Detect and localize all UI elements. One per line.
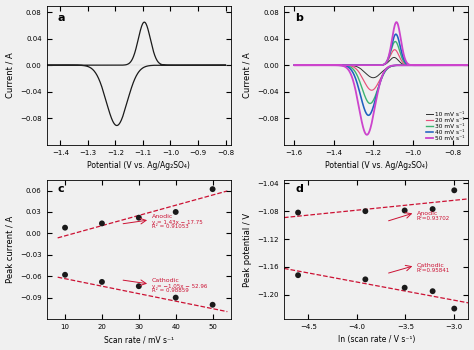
20 mV s⁻¹ [300, 63, 306, 67]
20 mV s⁻¹ [419, 63, 425, 67]
40 mV s⁻¹ [300, 63, 306, 67]
Point [61, 272, 69, 278]
Y-axis label: Peak current / A: Peak current / A [6, 216, 15, 283]
40 mV s⁻¹ [365, 113, 371, 117]
20 mV s⁻¹ [314, 63, 319, 67]
Point [135, 215, 143, 220]
50 mV s⁻¹ [407, 63, 412, 67]
Point [362, 276, 369, 282]
10 mV s⁻¹ [307, 63, 313, 67]
10 mV s⁻¹ [300, 63, 306, 67]
50 mV s⁻¹ [465, 63, 471, 67]
40 mV s⁻¹ [314, 63, 319, 67]
40 mV s⁻¹ [393, 32, 399, 36]
Point [98, 220, 106, 226]
30 mV s⁻¹ [419, 63, 425, 67]
Text: R²=0.95841: R²=0.95841 [417, 268, 450, 273]
Point [450, 306, 458, 312]
50 mV s⁻¹ [364, 133, 370, 137]
20 mV s⁻¹ [347, 64, 353, 68]
Text: a: a [58, 13, 65, 22]
Point [209, 302, 217, 308]
X-axis label: Scan rate / mV s⁻¹: Scan rate / mV s⁻¹ [104, 335, 174, 344]
30 mV s⁻¹ [307, 63, 313, 67]
Point [172, 295, 180, 300]
20 mV s⁻¹ [465, 63, 471, 67]
Text: Anodic: Anodic [417, 211, 438, 216]
40 mV s⁻¹ [307, 63, 313, 67]
Point [294, 272, 302, 278]
Y-axis label: Current / A: Current / A [6, 52, 15, 98]
Point [429, 288, 437, 294]
30 mV s⁻¹ [367, 102, 373, 106]
Point [98, 279, 106, 285]
Text: b: b [295, 13, 303, 22]
Point [401, 285, 409, 290]
Line: 10 mV s⁻¹: 10 mV s⁻¹ [294, 57, 468, 78]
20 mV s⁻¹ [407, 63, 412, 67]
Point [401, 208, 409, 213]
50 mV s⁻¹ [393, 20, 399, 24]
10 mV s⁻¹ [465, 63, 471, 67]
20 mV s⁻¹ [392, 48, 398, 52]
Point [172, 209, 180, 215]
20 mV s⁻¹ [369, 88, 374, 92]
10 mV s⁻¹ [314, 63, 319, 67]
40 mV s⁻¹ [347, 67, 353, 71]
40 mV s⁻¹ [465, 63, 471, 67]
40 mV s⁻¹ [407, 63, 412, 67]
Text: R² = 0.98859: R² = 0.98859 [152, 288, 189, 293]
Text: R²=0.93702: R²=0.93702 [417, 216, 450, 220]
10 mV s⁻¹ [347, 63, 353, 68]
10 mV s⁻¹ [370, 76, 376, 80]
X-axis label: Potential (V vs. Ag/Ag₂SO₄): Potential (V vs. Ag/Ag₂SO₄) [325, 161, 428, 170]
30 mV s⁻¹ [314, 63, 319, 67]
Text: Cathodic: Cathodic [417, 263, 445, 268]
Text: Cathodic: Cathodic [152, 278, 180, 283]
Point [135, 284, 143, 289]
30 mV s⁻¹ [465, 63, 471, 67]
Text: Anodic: Anodic [152, 214, 173, 219]
50 mV s⁻¹ [300, 63, 306, 67]
Line: 30 mV s⁻¹: 30 mV s⁻¹ [294, 42, 468, 104]
40 mV s⁻¹ [419, 63, 425, 67]
X-axis label: ln (scan rate / V s⁻¹): ln (scan rate / V s⁻¹) [337, 335, 415, 344]
Point [209, 186, 217, 192]
50 mV s⁻¹ [314, 63, 319, 67]
Legend: 10 mV s⁻¹, 20 mV s⁻¹, 30 mV s⁻¹, 40 mV s⁻¹, 50 mV s⁻¹: 10 mV s⁻¹, 20 mV s⁻¹, 30 mV s⁻¹, 40 mV s… [424, 111, 465, 142]
30 mV s⁻¹ [347, 65, 353, 69]
50 mV s⁻¹ [347, 71, 353, 75]
Line: 20 mV s⁻¹: 20 mV s⁻¹ [294, 50, 468, 90]
Text: R² = 0.91053: R² = 0.91053 [152, 224, 189, 229]
30 mV s⁻¹ [392, 40, 398, 44]
40 mV s⁻¹ [465, 63, 471, 67]
Y-axis label: Peak potential / V: Peak potential / V [243, 212, 252, 287]
Point [294, 210, 302, 215]
Point [362, 208, 369, 214]
50 mV s⁻¹ [307, 63, 313, 67]
10 mV s⁻¹ [407, 63, 412, 67]
Text: y = −1.05x − 52.96: y = −1.05x − 52.96 [152, 284, 207, 289]
30 mV s⁻¹ [407, 63, 412, 67]
Line: 40 mV s⁻¹: 40 mV s⁻¹ [294, 34, 468, 115]
Point [61, 225, 69, 231]
20 mV s⁻¹ [465, 63, 471, 67]
10 mV s⁻¹ [465, 63, 471, 67]
Text: c: c [58, 184, 64, 194]
30 mV s⁻¹ [300, 63, 306, 67]
30 mV s⁻¹ [465, 63, 471, 67]
10 mV s⁻¹ [392, 55, 397, 60]
Line: 50 mV s⁻¹: 50 mV s⁻¹ [294, 22, 468, 135]
50 mV s⁻¹ [465, 63, 471, 67]
10 mV s⁻¹ [419, 63, 425, 67]
20 mV s⁻¹ [307, 63, 313, 67]
Point [429, 206, 437, 212]
50 mV s⁻¹ [419, 63, 425, 67]
Text: y = 1.43x − 17.75: y = 1.43x − 17.75 [152, 220, 202, 225]
Text: d: d [295, 184, 303, 194]
Y-axis label: Current / A: Current / A [243, 52, 252, 98]
X-axis label: Potential (V vs. Ag/Ag₂SO₄): Potential (V vs. Ag/Ag₂SO₄) [87, 161, 190, 170]
Point [450, 188, 458, 193]
